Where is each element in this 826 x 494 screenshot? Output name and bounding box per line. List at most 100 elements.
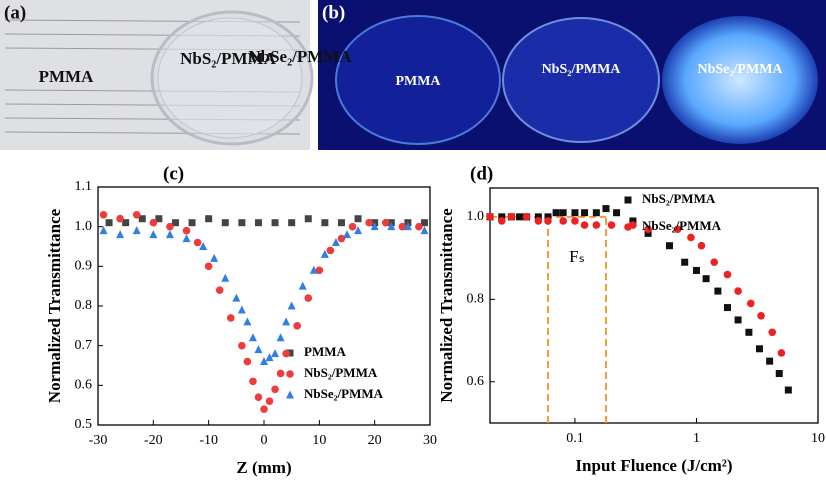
y-axis-label: Normalized Transmittance: [437, 208, 456, 403]
data-point: [205, 215, 212, 222]
data-point: [321, 219, 328, 226]
data-point: [166, 230, 174, 238]
data-point: [288, 219, 295, 226]
data-point: [559, 217, 567, 225]
y-tick-label: 0.8: [75, 298, 93, 313]
data-point: [249, 333, 257, 341]
x-tick-label: 20: [368, 433, 382, 448]
data-point: [205, 263, 213, 271]
data-point: [293, 322, 301, 330]
data-point: [714, 288, 721, 295]
data-point: [210, 254, 218, 262]
data-point: [593, 221, 601, 229]
legend-label: NbS₂/PMMA: [304, 365, 378, 380]
data-point: [735, 316, 742, 323]
sample-label: NbSe₂/PMMA: [248, 47, 352, 66]
data-point: [724, 304, 731, 311]
panel-label: (a): [4, 2, 26, 23]
x-tick-label: -20: [144, 433, 163, 448]
data-point: [602, 205, 609, 212]
data-point: [776, 370, 783, 377]
data-point: [693, 267, 700, 274]
sample-label: PMMA: [39, 67, 94, 86]
panel-label: (d): [470, 163, 493, 184]
sample-label: NbSe₂/PMMA: [697, 62, 783, 77]
legend-marker: [624, 223, 632, 231]
x-tick-label: 1: [693, 431, 700, 446]
legend-marker: [286, 391, 294, 399]
y-tick-label: 0.6: [467, 374, 485, 389]
data-point: [149, 230, 157, 238]
y-tick-label: 0.7: [75, 338, 93, 353]
data-point: [277, 370, 285, 378]
data-point: [232, 294, 240, 302]
data-point: [560, 209, 567, 216]
data-point: [766, 358, 773, 365]
data-point: [116, 230, 124, 238]
data-point: [349, 223, 357, 231]
data-point: [238, 342, 246, 350]
data-point: [106, 219, 113, 226]
x-tick-label: 0: [261, 433, 268, 448]
data-point: [299, 282, 307, 290]
data-point: [785, 387, 792, 394]
data-point: [133, 211, 141, 219]
data-point: [343, 230, 351, 238]
data-point: [227, 314, 235, 322]
data-point: [687, 234, 695, 242]
dish: [503, 18, 659, 142]
data-point: [255, 219, 262, 226]
data-point: [681, 259, 688, 266]
x-tick-label: 30: [423, 433, 437, 448]
data-point: [260, 405, 268, 413]
y-tick-label: 1.1: [75, 179, 93, 194]
data-point: [757, 312, 765, 320]
data-point: [327, 247, 335, 255]
panel-label: (c): [163, 163, 184, 184]
x-tick-label: 10: [312, 433, 326, 448]
data-point: [100, 226, 108, 234]
x-tick-label: 0.1: [566, 431, 584, 446]
data-point: [222, 219, 229, 226]
x-tick-label: -30: [89, 433, 108, 448]
data-point: [282, 317, 290, 325]
dish: [158, 18, 302, 138]
data-point: [271, 349, 279, 357]
x-tick-label: -10: [199, 433, 218, 448]
data-point: [288, 302, 296, 310]
dish: [662, 16, 818, 144]
data-point: [133, 226, 141, 234]
data-point: [523, 213, 531, 221]
data-point: [272, 219, 279, 226]
legend-label: PMMA: [304, 344, 346, 359]
data-point: [183, 227, 191, 235]
data-point: [183, 234, 191, 242]
data-point: [221, 274, 229, 282]
data-point: [166, 223, 174, 231]
data-point: [189, 219, 196, 226]
y-tick-label: 0.8: [467, 292, 485, 307]
data-point: [581, 209, 588, 216]
data-point: [382, 219, 390, 227]
data-point: [535, 217, 543, 225]
y-tick-label: 1.0: [467, 209, 485, 224]
sample-label: PMMA: [395, 74, 441, 89]
x-tick-label: 10: [811, 431, 825, 446]
annotation: Fₛ: [569, 247, 585, 266]
y-tick-label: 0.6: [75, 378, 93, 393]
y-axis-label: Normalized Transmittance: [45, 208, 64, 403]
data-point: [486, 213, 494, 221]
data-point: [255, 393, 263, 401]
data-point: [238, 305, 246, 313]
legend-label: NbSe₂/PMMA: [304, 386, 384, 401]
data-point: [216, 286, 224, 294]
legend-label: NbS₂/PMMA: [642, 191, 716, 206]
data-point: [698, 242, 706, 250]
y-tick-label: 0.9: [75, 259, 93, 274]
data-point: [338, 219, 345, 226]
data-point: [666, 242, 673, 249]
legend-marker: [625, 197, 632, 204]
sample-label: NbS₂/PMMA: [542, 62, 622, 77]
data-point: [778, 349, 786, 357]
data-point: [516, 213, 523, 220]
